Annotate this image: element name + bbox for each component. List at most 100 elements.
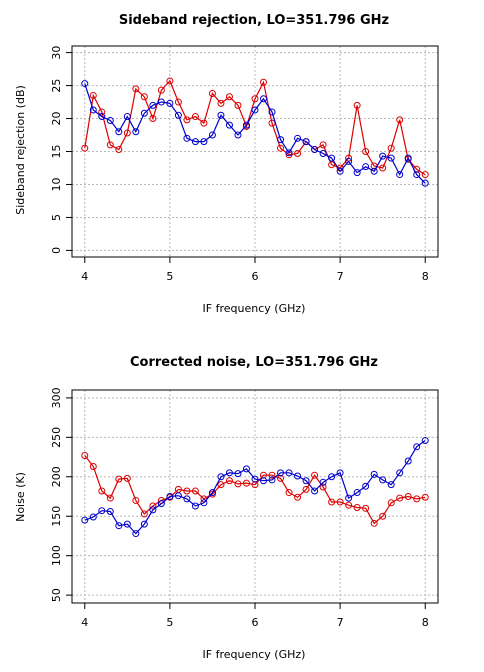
data-point <box>268 476 276 484</box>
data-point <box>362 148 370 155</box>
data-point <box>302 138 310 146</box>
data-point <box>370 167 378 175</box>
data-point <box>421 493 429 501</box>
data-point <box>191 138 199 146</box>
data-point <box>174 98 182 106</box>
data-point <box>217 99 225 107</box>
data-point <box>115 128 123 136</box>
data-point <box>302 485 310 493</box>
data-point <box>404 493 412 500</box>
data-point <box>149 115 157 123</box>
data-point <box>362 163 370 171</box>
data-point <box>311 146 319 154</box>
data-point <box>260 78 268 86</box>
y-tick-label: 200 <box>50 466 63 487</box>
data-point <box>157 500 165 508</box>
data-point <box>294 134 302 142</box>
series-line-1 <box>84 440 426 535</box>
data-point <box>353 101 361 109</box>
series-line-0 <box>84 79 426 176</box>
data-point <box>421 179 429 187</box>
data-point <box>345 501 353 509</box>
y-tick-label: 20 <box>50 112 63 126</box>
corrected-noise-chart: Corrected noise, LO=351.796 GHz IF frequ… <box>14 355 439 661</box>
data-point <box>277 144 285 152</box>
data-point <box>379 476 387 484</box>
data-point <box>166 493 174 500</box>
data-point <box>387 499 395 507</box>
data-point <box>311 471 319 479</box>
data-point <box>413 443 421 451</box>
data-point <box>140 93 148 101</box>
x-tick-label: 7 <box>337 270 344 283</box>
y-tick-label: 150 <box>50 506 63 527</box>
data-point <box>370 519 378 527</box>
data-point <box>149 101 157 109</box>
data-point <box>387 481 395 489</box>
data-point <box>251 475 259 483</box>
data-point <box>208 89 216 97</box>
data-point <box>234 101 242 109</box>
data-point <box>81 144 89 152</box>
data-point <box>174 111 182 119</box>
data-point <box>157 98 165 106</box>
data-point <box>106 117 114 125</box>
data-point <box>328 473 336 481</box>
data-point <box>362 504 370 512</box>
data-point <box>183 495 191 503</box>
data-point <box>379 512 387 520</box>
data-point <box>294 472 302 480</box>
data-point <box>217 111 225 119</box>
data-point <box>140 520 148 528</box>
data-point <box>268 471 276 479</box>
y-tick-label: 25 <box>50 79 63 93</box>
data-point <box>140 109 148 117</box>
data-point <box>234 480 242 488</box>
data-point <box>132 530 140 538</box>
data-point <box>277 136 285 144</box>
data-point <box>387 144 395 152</box>
data-point <box>217 473 225 481</box>
data-point <box>208 489 216 497</box>
data-point <box>191 113 199 121</box>
data-point <box>123 113 131 121</box>
data-point <box>387 154 395 162</box>
data-point <box>421 171 429 179</box>
data-point <box>89 91 97 99</box>
data-point <box>81 80 89 88</box>
data-point <box>89 513 97 521</box>
y-tick-label: 100 <box>50 545 63 566</box>
data-point <box>319 141 327 149</box>
data-point <box>115 475 123 483</box>
data-point <box>328 154 336 162</box>
data-point <box>98 507 106 515</box>
data-point <box>208 131 216 139</box>
data-point <box>294 149 302 157</box>
data-point <box>225 469 233 477</box>
data-point <box>328 498 336 506</box>
data-point <box>81 516 89 524</box>
data-point <box>336 167 344 175</box>
data-point <box>336 498 344 506</box>
data-point <box>353 489 361 497</box>
y-tick-label: 0 <box>50 247 63 254</box>
data-point <box>225 93 233 101</box>
data-point <box>89 106 97 114</box>
data-point <box>225 477 233 485</box>
data-point <box>421 436 429 444</box>
data-point <box>362 482 370 490</box>
data-point <box>200 119 208 127</box>
data-point <box>123 474 131 482</box>
data-point <box>413 495 421 503</box>
data-point <box>319 478 327 486</box>
data-point <box>294 493 302 501</box>
x-tick-label: 6 <box>252 270 259 283</box>
x-tick-label: 8 <box>422 616 429 629</box>
data-point <box>336 469 344 477</box>
y-tick-label: 50 <box>50 588 63 602</box>
data-point <box>251 95 259 103</box>
data-point <box>98 487 106 495</box>
data-point <box>242 465 250 473</box>
data-point <box>396 171 404 179</box>
data-point <box>251 106 259 114</box>
